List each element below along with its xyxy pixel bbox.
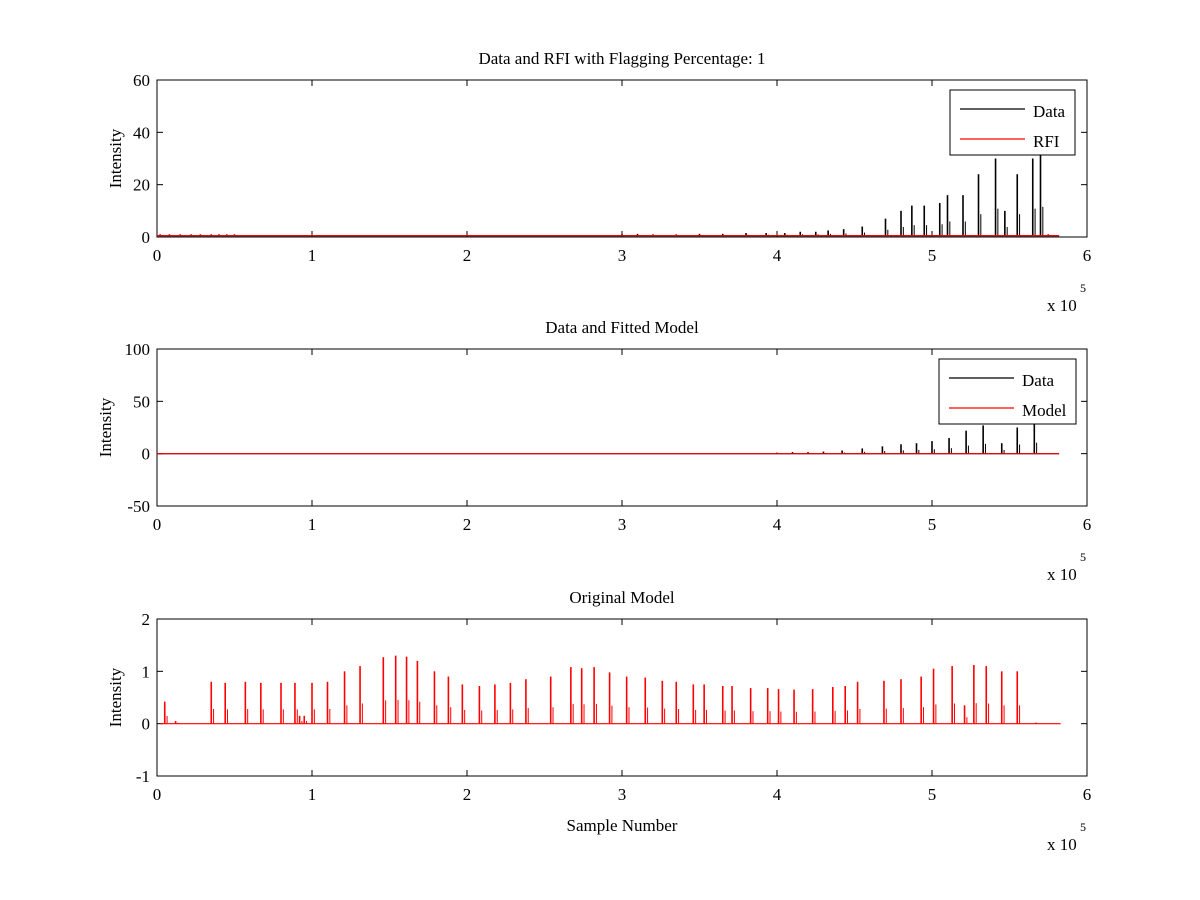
x-axis-exponent: x 10: [1047, 835, 1077, 854]
x-tick-label: 6: [1083, 246, 1092, 265]
y-tick-label: 40: [133, 123, 150, 142]
x-tick-label: 6: [1083, 785, 1092, 804]
y-axis-label: Intensity: [106, 128, 125, 188]
x-axis-exponent-power: 5: [1080, 281, 1086, 295]
x-tick-label: 1: [308, 515, 317, 534]
series-data: [157, 422, 1060, 455]
x-tick-label: 2: [463, 785, 472, 804]
y-tick-label: 1: [142, 662, 151, 681]
legend-box: [949, 89, 1076, 156]
legend-box: [938, 358, 1077, 425]
subplot-2: Data and Fitted Model Intensity 0 1 2 3 4 5 6 -50…: [96, 318, 1091, 584]
x-tick-label: 5: [928, 246, 937, 265]
y-tick-label: 0: [142, 715, 151, 734]
x-tick-label: 2: [463, 246, 472, 265]
x-tick-label: 0: [153, 515, 162, 534]
legend-entry: RFI: [1033, 132, 1060, 151]
x-tick-label: 2: [463, 515, 472, 534]
x-axis-exponent-power: 5: [1080, 550, 1086, 564]
chart-title: Data and RFI with Flagging Percentage: 1: [478, 49, 765, 68]
x-tick-label: 1: [308, 246, 317, 265]
x-axis-exponent-power: 5: [1080, 820, 1086, 834]
x-tick-label: 3: [618, 515, 627, 534]
x-tick-label: 4: [773, 515, 782, 534]
x-tick-label: 3: [618, 246, 627, 265]
y-tick-label: 50: [133, 392, 150, 411]
y-axis-label: Intensity: [106, 667, 125, 727]
legend-entry: Data: [1022, 371, 1055, 390]
x-tick-label: 0: [153, 246, 162, 265]
subplot-1: Data and RFI with Flagging Percentage: 1…: [106, 49, 1091, 315]
x-tick-label: 1: [308, 785, 317, 804]
x-tick-label: 5: [928, 515, 937, 534]
subplot-3: Original Model Intensity Sample Number 0 1 2 3…: [106, 588, 1091, 854]
y-axis-label: Intensity: [96, 397, 115, 457]
x-tick-label: 4: [773, 785, 782, 804]
axes-frame: [156, 618, 1088, 777]
x-axis-label: Sample Number: [567, 816, 678, 835]
x-axis-exponent: x 10: [1047, 565, 1077, 584]
series-1: [160, 655, 1061, 725]
x-tick-label: 0: [153, 785, 162, 804]
legend-entry: Model: [1022, 401, 1067, 420]
y-tick-label: 0: [142, 228, 151, 247]
x-axis-exponent: x 10: [1047, 296, 1077, 315]
y-tick-label: 60: [133, 71, 150, 90]
x-tick-label: 3: [618, 785, 627, 804]
y-tick-label: 20: [133, 176, 150, 195]
series-data: [157, 153, 1060, 237]
y-tick-label: 2: [142, 610, 151, 629]
chart-title: Original Model: [569, 588, 675, 607]
y-tick-label: 0: [142, 445, 151, 464]
x-tick-label: 4: [773, 246, 782, 265]
x-tick-label: 5: [928, 785, 937, 804]
y-tick-label: -50: [127, 497, 150, 516]
legend-entry: Data: [1033, 102, 1066, 121]
legend: Data RFI: [949, 89, 1076, 156]
y-tick-label: 100: [125, 340, 151, 359]
chart-title: Data and Fitted Model: [545, 318, 699, 337]
legend: Data Model: [938, 358, 1077, 425]
y-tick-label: -1: [136, 767, 150, 786]
x-tick-label: 6: [1083, 515, 1092, 534]
